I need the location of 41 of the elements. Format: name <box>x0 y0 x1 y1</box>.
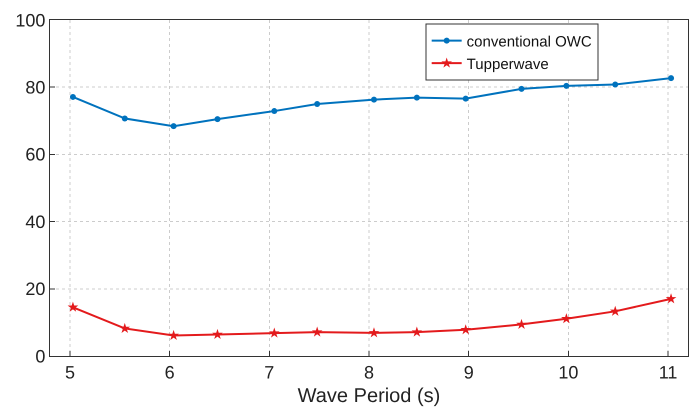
point <box>370 96 377 103</box>
point <box>268 328 280 338</box>
x-tick-label: 9 <box>464 362 474 383</box>
point <box>168 330 179 340</box>
y-tick-label: 0 <box>35 346 46 366</box>
point <box>368 327 380 338</box>
point <box>312 326 322 337</box>
point <box>170 123 177 130</box>
x-tick-label: 11 <box>658 362 678 383</box>
x-tick-label: 8 <box>364 362 374 383</box>
x-tick-label: 7 <box>264 362 274 383</box>
point <box>271 108 278 114</box>
point <box>561 313 572 324</box>
point <box>214 116 220 122</box>
y-tick-label: 60 <box>25 144 46 165</box>
y-tick-label: 80 <box>25 78 46 98</box>
point <box>516 318 527 329</box>
point <box>462 96 469 102</box>
x-tick-label: 6 <box>164 362 175 383</box>
point <box>460 324 472 334</box>
point <box>314 101 320 107</box>
legend-label: Tupperwave <box>466 56 549 73</box>
y-tick-label: 20 <box>25 279 46 300</box>
y-tick-label: 40 <box>25 212 46 232</box>
point <box>412 326 422 337</box>
point <box>666 293 676 304</box>
x-tick-label: 5 <box>64 362 75 383</box>
point <box>119 322 130 333</box>
point <box>122 115 128 122</box>
point <box>668 75 674 82</box>
point <box>212 328 223 340</box>
point <box>563 82 570 89</box>
point <box>414 94 420 101</box>
point <box>70 94 76 100</box>
x-tick-label: 10 <box>558 362 578 383</box>
legend-label: conventional OWC <box>466 33 592 50</box>
point <box>612 82 618 88</box>
point <box>518 86 525 92</box>
x-axis-title: Wave Period (s) <box>298 385 440 408</box>
y-tick-label: 100 <box>15 10 46 30</box>
point <box>68 302 78 312</box>
